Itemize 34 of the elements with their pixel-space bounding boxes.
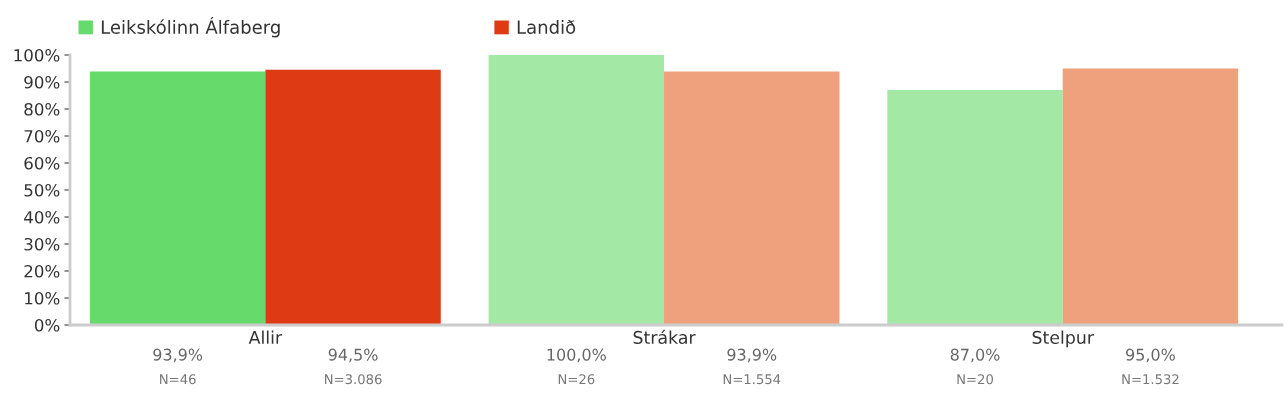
legend-label: Landið xyxy=(517,19,576,34)
data-label: 100,0% xyxy=(547,348,606,363)
text: N=46 xyxy=(160,374,196,385)
y-tick-label: 40% xyxy=(24,210,60,224)
x-tick-label: Stelpur xyxy=(1032,330,1094,348)
data-label: 87,0% xyxy=(950,348,1000,363)
y-tick-label: 80% xyxy=(24,102,60,116)
y-tick-label: 50% xyxy=(24,183,60,197)
data-label: 95,0% xyxy=(1126,348,1175,363)
bar xyxy=(488,55,665,325)
bar xyxy=(887,90,1063,325)
y-tick-label: 10% xyxy=(25,291,60,305)
x-tick-label: Allir xyxy=(248,330,283,344)
data-label: 93,9% xyxy=(153,348,203,363)
y-tick-label: 0% xyxy=(34,318,60,332)
y-tick-label: 90% xyxy=(24,75,60,89)
legend-label: Leikskólinn Álfaberg xyxy=(101,16,280,38)
y-tick-label: 60% xyxy=(24,156,60,170)
bar xyxy=(664,71,840,325)
bar xyxy=(89,71,266,325)
bar xyxy=(1062,68,1239,325)
data-label: 94,5% xyxy=(328,348,378,363)
y-tick-label: 70% xyxy=(24,129,60,143)
text: N=1.554 xyxy=(723,374,781,385)
text: N=26 xyxy=(558,374,595,385)
y-tick-label: 30% xyxy=(24,237,60,251)
text: N=20 xyxy=(957,374,993,385)
y-tick-label: 100% xyxy=(14,48,60,62)
data-label: 93,9% xyxy=(727,348,777,363)
text: N=1.532 xyxy=(1122,374,1179,385)
x-tick-label: Strákar xyxy=(633,329,696,344)
bar xyxy=(265,69,441,325)
text: N=3.086 xyxy=(325,374,382,385)
y-tick-label: 20% xyxy=(24,264,60,278)
